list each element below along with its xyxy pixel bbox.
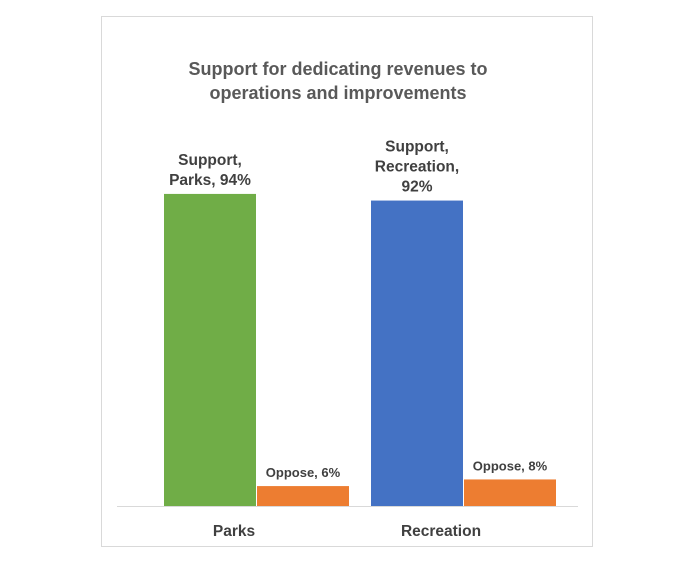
bar-parks-oppose-label: Oppose, 6%	[266, 465, 341, 480]
bars	[164, 193, 556, 507]
bar-chart: Support for dedicating revenues to operat…	[117, 59, 578, 540]
category-label-parks: Parks	[213, 523, 255, 540]
bar-parks-support	[164, 193, 256, 507]
chart-title-line: operations and improvements	[209, 83, 466, 103]
bar-parks-oppose	[257, 486, 349, 506]
bar-recreation-support-label: 92%	[401, 179, 432, 196]
bar-recreation-support-label: Support,	[385, 139, 449, 156]
bar-parks-support-label: Support,	[178, 152, 242, 169]
chart-area: Support for dedicating revenues to operat…	[101, 16, 593, 547]
chart-title-line: Support for dedicating revenues to	[188, 59, 487, 79]
bar-recreation-oppose	[464, 479, 556, 506]
category-labels: Parks Recreation	[213, 523, 481, 540]
category-label-recreation: Recreation	[401, 523, 481, 540]
bar-recreation-support	[371, 200, 463, 506]
bar-recreation-oppose-label: Oppose, 8%	[473, 458, 548, 473]
chart-title: Support for dedicating revenues to operat…	[188, 59, 487, 103]
bar-recreation-support-label: Recreation,	[375, 159, 459, 176]
bar-parks-support-label: Parks, 94%	[169, 172, 251, 189]
data-labels: Support, Parks, 94% Oppose, 6% Support, Recr…	[169, 139, 548, 481]
